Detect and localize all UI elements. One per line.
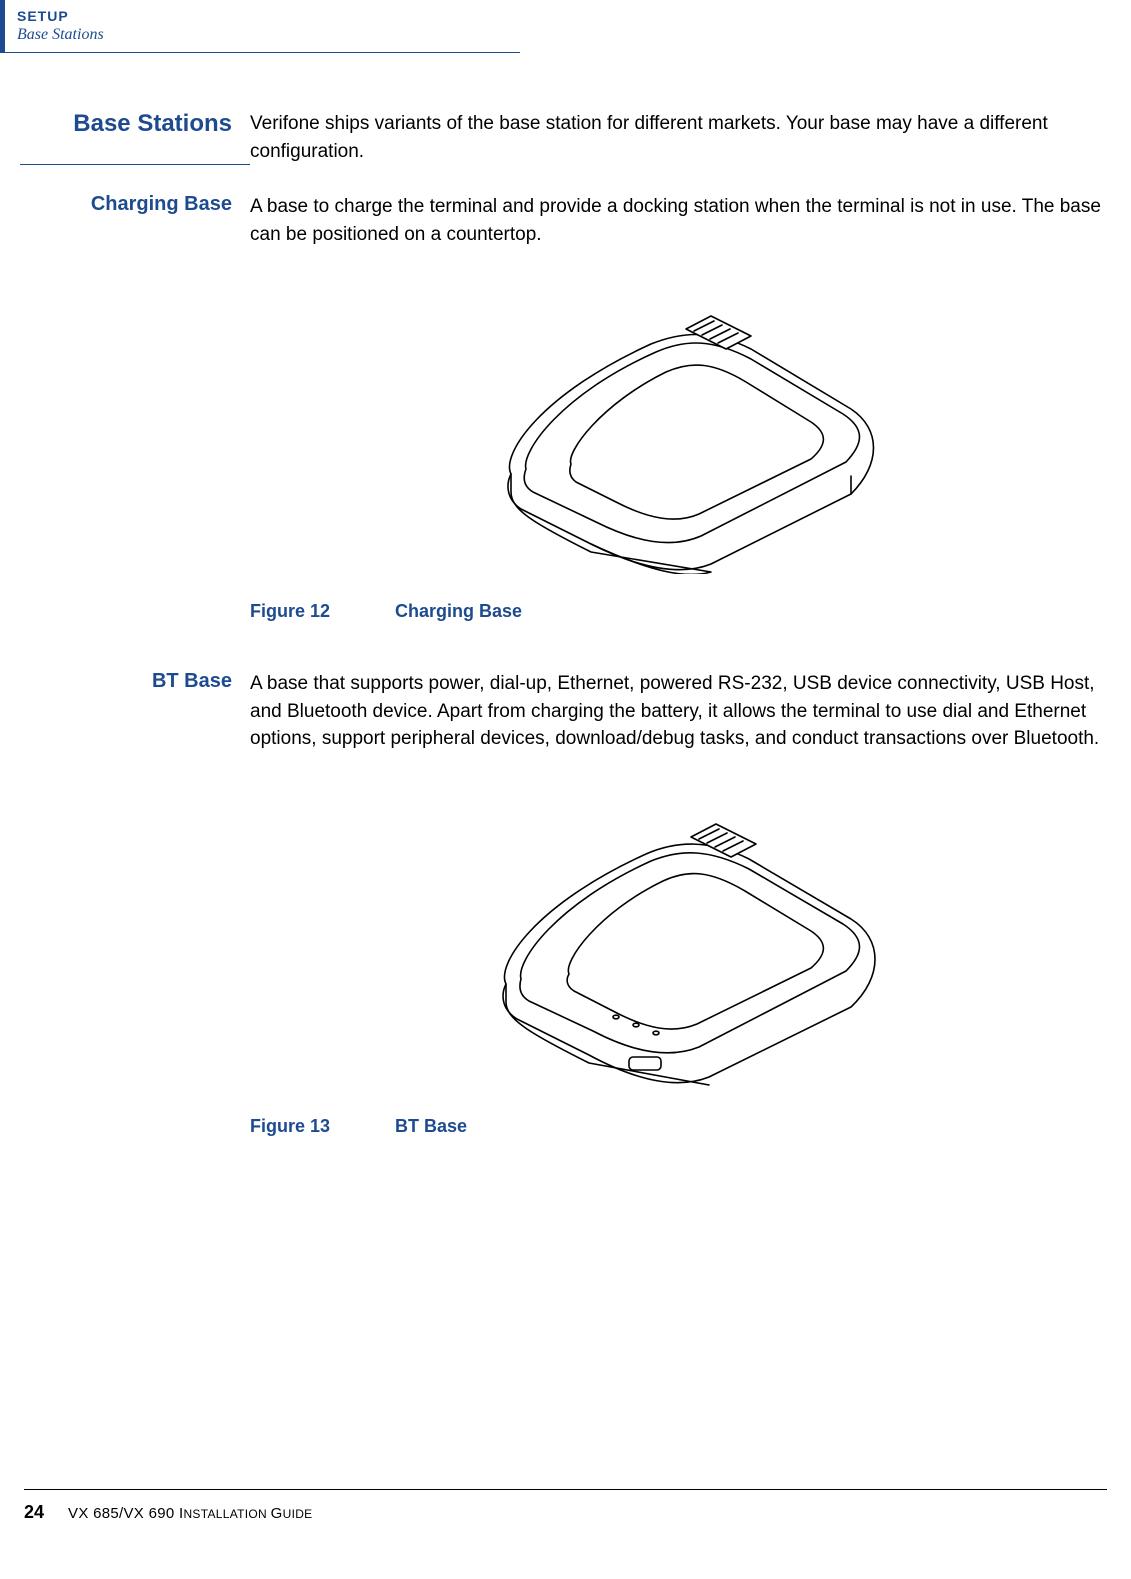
section-bt-base: BT Base A base that supports power, dial…: [20, 670, 1111, 753]
heading-charging-base: Charging Base: [91, 193, 232, 215]
figure13-caption: Figure 13 BT Base: [250, 1113, 1111, 1139]
heading-col: Base Stations: [20, 110, 250, 165]
spacer: [20, 276, 250, 642]
footer-title-part4: UIDE: [283, 1507, 313, 1521]
text-charging-base: A base to charge the terminal and provid…: [250, 193, 1111, 248]
page-content: Base Stations Verifone ships variants of…: [20, 110, 1111, 1185]
spacer: [20, 781, 250, 1157]
figure12-block: Figure 12 Charging Base: [20, 276, 1111, 642]
heading-bt-base: BT Base: [152, 670, 232, 692]
page-number: 24: [24, 1502, 44, 1523]
footer-title: VX 685/VX 690 INSTALLATION GUIDE: [68, 1505, 312, 1522]
charging-base-illustration: [451, 294, 911, 574]
page-footer: 24 VX 685/VX 690 INSTALLATION GUIDE: [24, 1489, 1107, 1523]
footer-title-part3: G: [271, 1505, 283, 1522]
heading-base-stations: Base Stations: [73, 110, 232, 137]
footer-title-part1: VX 685/VX 690 I: [68, 1505, 183, 1522]
figure12-title: Charging Base: [395, 601, 522, 621]
footer-title-part2: NSTALLATION: [183, 1507, 270, 1521]
figure13-label: Figure 13: [250, 1113, 390, 1139]
figure13-title: BT Base: [395, 1116, 467, 1136]
text-base-stations: Verifone ships variants of the base stat…: [250, 110, 1111, 165]
heading-col: BT Base: [20, 670, 250, 753]
figure13-block: Figure 13 BT Base: [20, 781, 1111, 1157]
header-chapter: SETUP: [17, 8, 508, 24]
figure13-image: [250, 799, 1111, 1089]
bt-base-illustration: [451, 799, 911, 1089]
heading-col: Charging Base: [20, 193, 250, 248]
text-bt-base: A base that supports power, dial-up, Eth…: [250, 670, 1111, 753]
figure12-caption: Figure 12 Charging Base: [250, 598, 1111, 624]
header-section: Base Stations: [17, 26, 508, 44]
figure12-image: [250, 294, 1111, 574]
section-charging-base: Charging Base A base to charge the termi…: [20, 193, 1111, 248]
figure12-label: Figure 12: [250, 598, 390, 624]
page-header-tab: SETUP Base Stations: [0, 0, 520, 53]
section-base-stations: Base Stations Verifone ships variants of…: [20, 110, 1111, 165]
